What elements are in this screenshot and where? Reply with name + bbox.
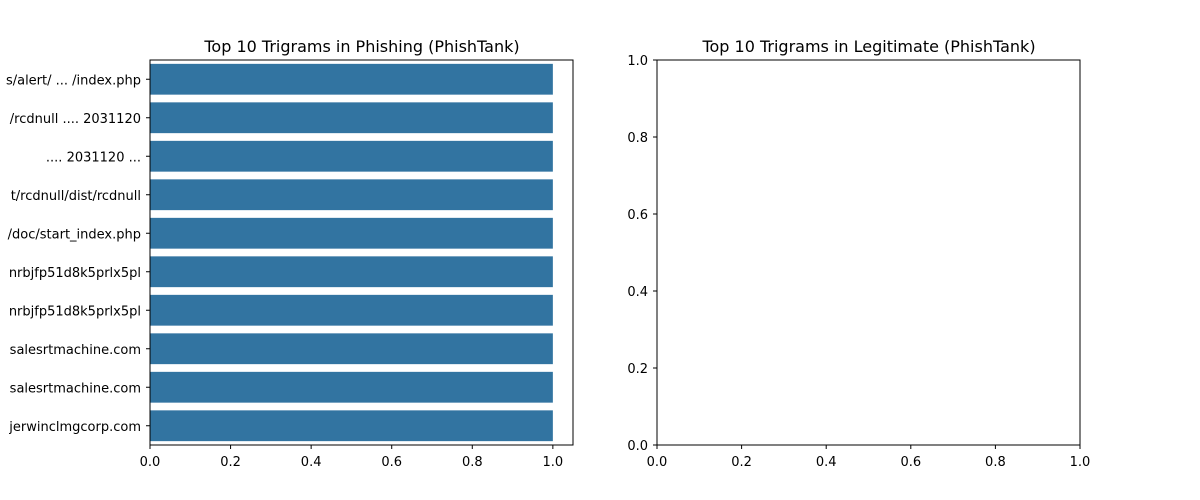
bar (150, 256, 553, 288)
bar (150, 179, 553, 211)
phishing-chart: Top 10 Trigrams in Phishing (PhishTank) … (6, 37, 574, 470)
legitimate-chart-title: Top 10 Trigrams in Legitimate (PhishTank… (701, 37, 1035, 56)
y-tick-label: nrbjfp51d8k5prlx5pl (9, 266, 141, 281)
bar (150, 410, 553, 442)
y-tick-label: jerwinclmgcorp.com (8, 420, 141, 435)
y-tick-label: 0.8 (627, 131, 648, 146)
x-tick-label: 1.0 (543, 455, 564, 470)
x-tick-label: 0.6 (900, 455, 921, 470)
x-tick-label: 0.2 (220, 455, 241, 470)
y-tick-label: .... 2031120 ... (46, 150, 141, 165)
y-tick-label: nrbjfp51d8k5prlx5pl (9, 304, 141, 319)
y-tick-label: 1.0 (627, 54, 648, 69)
phishing-axes-frame (149, 59, 574, 446)
bar (150, 102, 553, 134)
bar (150, 63, 553, 95)
y-tick-label: s/alert/ ... /index.php (6, 73, 141, 88)
bar (150, 217, 553, 249)
y-tick-label: t/rcdnull/dist/rcdnull (11, 189, 141, 204)
bar (150, 371, 553, 403)
y-tick-label: salesrtmachine.com (10, 381, 141, 396)
y-tick-label: 0.6 (627, 208, 648, 223)
legitimate-chart: Top 10 Trigrams in Legitimate (PhishTank… (627, 37, 1090, 470)
bar (150, 140, 553, 172)
y-tick-label: 0.0 (627, 439, 648, 454)
bar (150, 294, 553, 326)
x-tick-label: 0.8 (462, 455, 483, 470)
x-tick-label: 0.0 (140, 455, 161, 470)
y-tick-label: 0.2 (627, 362, 648, 377)
legitimate-x-ticks: 0.0 0.2 0.4 0.6 0.8 1.0 (647, 445, 1091, 470)
x-tick-label: 0.6 (381, 455, 402, 470)
x-tick-label: 0.2 (731, 455, 752, 470)
legitimate-axes-frame (656, 59, 1081, 446)
phishing-bars (150, 63, 553, 442)
legitimate-y-ticks: 0.0 0.2 0.4 0.6 0.8 1.0 (627, 54, 657, 454)
x-tick-label: 0.8 (985, 455, 1006, 470)
y-tick-label: salesrtmachine.com (10, 343, 141, 358)
y-tick-label: /rcdnull .... 2031120 (10, 112, 141, 127)
x-tick-label: 0.4 (301, 455, 322, 470)
phishing-x-ticks: 0.0 0.2 0.4 0.6 0.8 1.0 (140, 445, 564, 470)
x-tick-label: 0.4 (816, 455, 837, 470)
phishing-y-ticks: s/alert/ ... /index.php/rcdnull .... 203… (6, 73, 150, 435)
x-tick-label: 1.0 (1070, 455, 1091, 470)
x-tick-label: 0.0 (647, 455, 668, 470)
y-tick-label: /doc/start_index.php (8, 227, 141, 242)
bar (150, 333, 553, 365)
y-tick-label: 0.4 (627, 285, 648, 300)
phishing-chart-title: Top 10 Trigrams in Phishing (PhishTank) (203, 37, 519, 56)
